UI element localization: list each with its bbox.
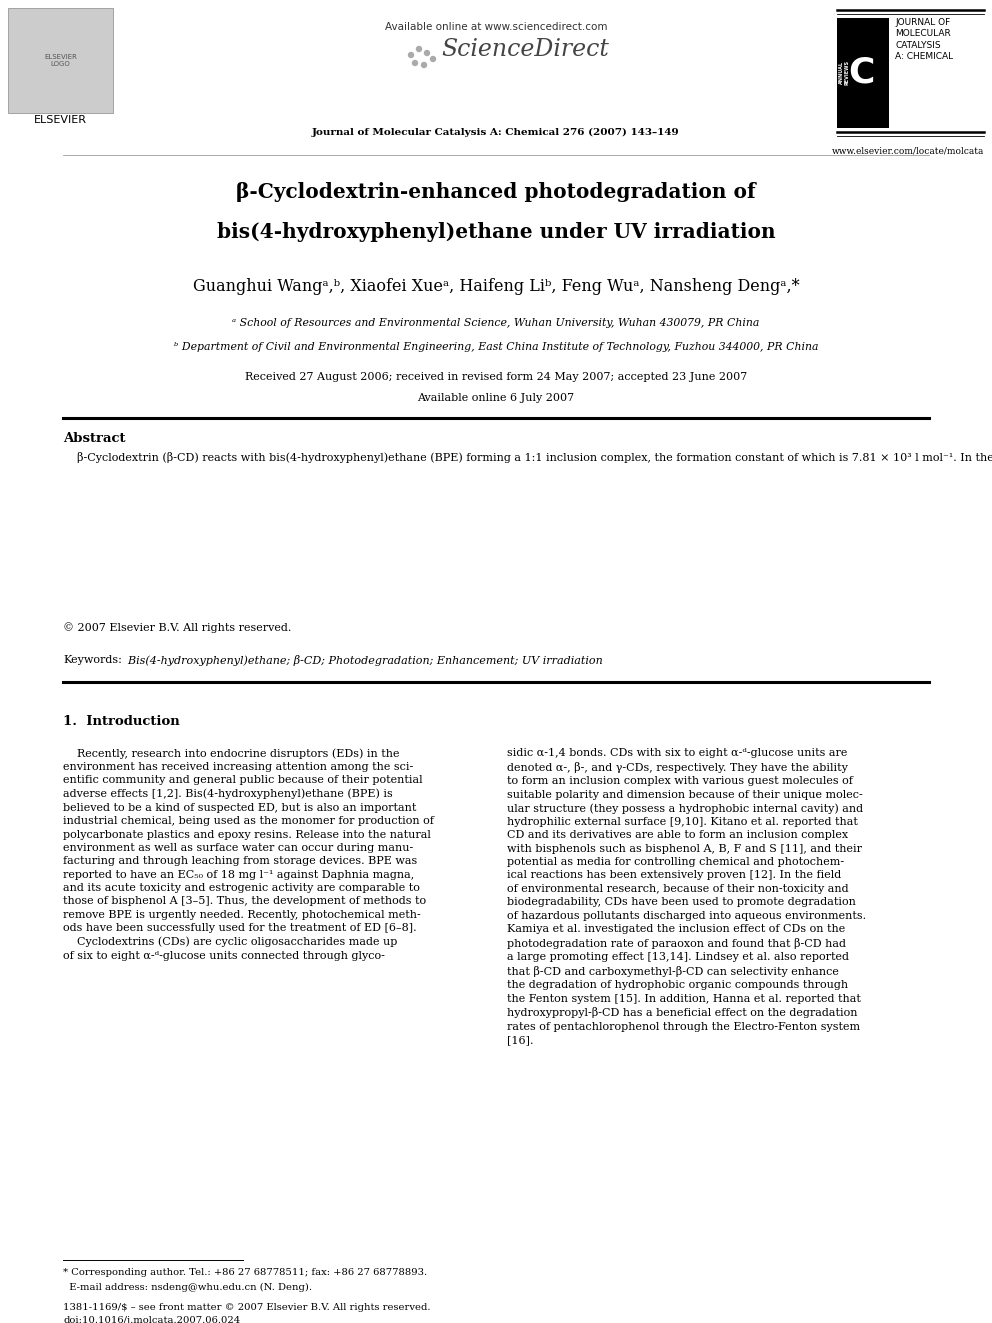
Text: 1.  Introduction: 1. Introduction xyxy=(63,714,180,728)
Text: © 2007 Elsevier B.V. All rights reserved.: © 2007 Elsevier B.V. All rights reserved… xyxy=(63,622,292,632)
Text: ANNUAL
REVIEWS: ANNUAL REVIEWS xyxy=(838,61,849,86)
Text: www.elsevier.com/locate/molcata: www.elsevier.com/locate/molcata xyxy=(831,147,984,156)
Text: C: C xyxy=(848,56,874,90)
Text: ScienceDirect: ScienceDirect xyxy=(441,38,609,61)
Text: Received 27 August 2006; received in revised form 24 May 2007; accepted 23 June : Received 27 August 2006; received in rev… xyxy=(245,372,747,382)
Text: E-mail address: nsdeng@whu.edu.cn (N. Deng).: E-mail address: nsdeng@whu.edu.cn (N. De… xyxy=(63,1283,312,1293)
Text: β-Cyclodextrin (β-CD) reacts with bis(4-hydroxyphenyl)ethane (BPE) forming a 1:1: β-Cyclodextrin (β-CD) reacts with bis(4-… xyxy=(63,452,992,463)
Text: ᵃ School of Resources and Environmental Science, Wuhan University, Wuhan 430079,: ᵃ School of Resources and Environmental … xyxy=(232,318,760,328)
Circle shape xyxy=(425,50,430,56)
Text: doi:10.1016/j.molcata.2007.06.024: doi:10.1016/j.molcata.2007.06.024 xyxy=(63,1316,240,1323)
Text: ᵇ Department of Civil and Environmental Engineering, East China Institute of Tec: ᵇ Department of Civil and Environmental … xyxy=(174,343,818,352)
Text: Available online at www.sciencedirect.com: Available online at www.sciencedirect.co… xyxy=(385,22,607,32)
Circle shape xyxy=(413,61,418,66)
Circle shape xyxy=(422,62,427,67)
Text: ELSEVIER: ELSEVIER xyxy=(34,115,87,124)
Text: bis(4-hydroxyphenyl)ethane under UV irradiation: bis(4-hydroxyphenyl)ethane under UV irra… xyxy=(216,222,776,242)
Text: ELSEVIER
LOGO: ELSEVIER LOGO xyxy=(44,54,77,67)
Circle shape xyxy=(409,53,414,57)
Text: Available online 6 July 2007: Available online 6 July 2007 xyxy=(418,393,574,404)
Bar xyxy=(837,19,889,128)
Text: Keywords:: Keywords: xyxy=(63,655,122,665)
Text: β-Cyclodextrin-enhanced photodegradation of: β-Cyclodextrin-enhanced photodegradation… xyxy=(236,183,756,202)
Text: Bis(4-hydroxyphenyl)ethane; β-CD; Photodegradation; Enhancement; UV irradiation: Bis(4-hydroxyphenyl)ethane; β-CD; Photod… xyxy=(121,655,603,665)
Text: * Corresponding author. Tel.: +86 27 68778511; fax: +86 27 68778893.: * Corresponding author. Tel.: +86 27 687… xyxy=(63,1267,428,1277)
Text: Guanghui Wangᵃ,ᵇ, Xiaofei Xueᵃ, Haifeng Liᵇ, Feng Wuᵃ, Nansheng Dengᵃ,*: Guanghui Wangᵃ,ᵇ, Xiaofei Xueᵃ, Haifeng … xyxy=(192,278,800,295)
Circle shape xyxy=(431,57,435,61)
Text: Abstract: Abstract xyxy=(63,433,126,445)
Bar xyxy=(8,8,113,112)
Circle shape xyxy=(417,46,422,52)
Text: JOURNAL OF
MOLECULAR
CATALYSIS
A: CHEMICAL: JOURNAL OF MOLECULAR CATALYSIS A: CHEMIC… xyxy=(895,19,953,61)
Text: Journal of Molecular Catalysis A: Chemical 276 (2007) 143–149: Journal of Molecular Catalysis A: Chemic… xyxy=(312,128,680,138)
Text: 1381-1169/$ – see front matter © 2007 Elsevier B.V. All rights reserved.: 1381-1169/$ – see front matter © 2007 El… xyxy=(63,1303,431,1312)
Text: sidic α-1,4 bonds. CDs with six to eight α-ᵈ-glucose units are
denoted α-, β-, a: sidic α-1,4 bonds. CDs with six to eight… xyxy=(507,747,866,1045)
Text: Recently, research into endocrine disruptors (EDs) in the
environment has receiv: Recently, research into endocrine disrup… xyxy=(63,747,434,960)
